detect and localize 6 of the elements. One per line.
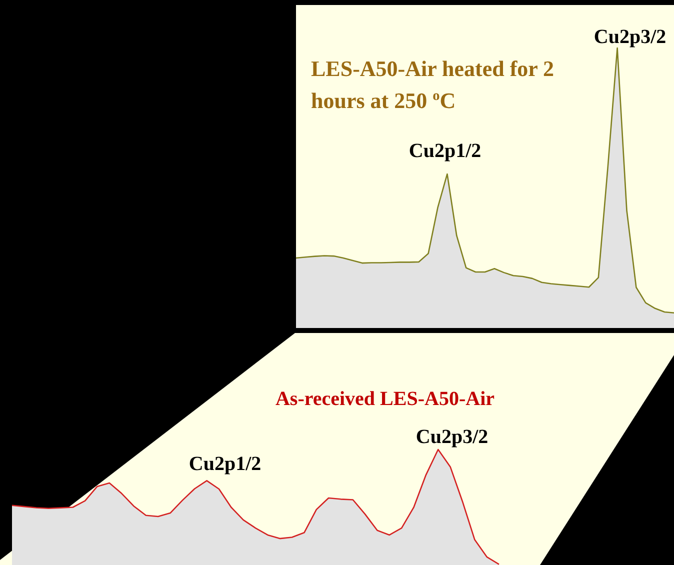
chart-title: As-received LES-A50-Air [275,388,495,410]
annotation: Cu2p3/2 [594,26,666,48]
text: Cu2p3/2 [416,426,488,448]
text: LES-A50-Air heated for 2 hours at 250 $^{o}$C [311,56,554,113]
annotation: Cu2p1/2 [408,140,482,162]
annotation: Cu2p1/2 [188,453,262,475]
